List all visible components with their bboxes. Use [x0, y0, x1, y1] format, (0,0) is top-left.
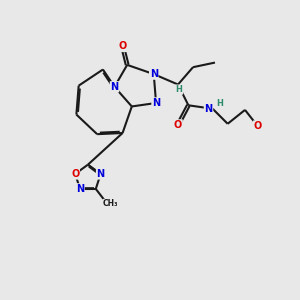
Text: N: N [76, 184, 84, 194]
Text: O: O [71, 169, 79, 179]
Text: O: O [174, 120, 182, 130]
Text: H: H [176, 85, 183, 94]
Text: H: H [216, 99, 223, 108]
Text: N: N [97, 169, 105, 179]
Text: N: N [110, 82, 118, 92]
Text: N: N [204, 104, 213, 114]
Text: N: N [152, 98, 160, 108]
Text: O: O [254, 121, 262, 131]
Text: O: O [118, 41, 127, 51]
Text: N: N [150, 69, 158, 79]
Text: CH₃: CH₃ [103, 200, 118, 208]
